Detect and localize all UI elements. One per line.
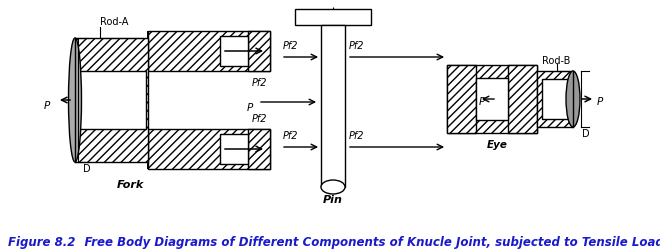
Text: Rod-A: Rod-A xyxy=(100,17,129,27)
Text: Pf2: Pf2 xyxy=(349,41,364,51)
Text: Fork: Fork xyxy=(116,179,144,189)
Ellipse shape xyxy=(69,39,81,162)
Text: P: P xyxy=(247,103,253,113)
Text: P: P xyxy=(44,101,50,111)
Polygon shape xyxy=(447,66,537,134)
Polygon shape xyxy=(447,66,476,134)
Polygon shape xyxy=(321,26,345,187)
Polygon shape xyxy=(148,130,270,169)
Polygon shape xyxy=(79,72,146,130)
Polygon shape xyxy=(148,32,270,72)
Polygon shape xyxy=(508,66,537,134)
Text: Pf2: Pf2 xyxy=(283,41,298,51)
Polygon shape xyxy=(220,135,248,164)
Ellipse shape xyxy=(566,72,580,128)
Text: Rod-B: Rod-B xyxy=(542,56,570,66)
Text: Eye: Eye xyxy=(486,139,508,149)
Text: Pf2: Pf2 xyxy=(349,131,364,140)
Ellipse shape xyxy=(321,180,345,194)
Polygon shape xyxy=(99,32,148,169)
Text: Pin: Pin xyxy=(323,194,343,204)
Polygon shape xyxy=(537,72,573,128)
Polygon shape xyxy=(220,37,248,67)
Text: Pf2: Pf2 xyxy=(252,114,267,123)
Text: Figure 8.2: Figure 8.2 xyxy=(8,235,75,248)
Text: D: D xyxy=(582,129,589,138)
Text: D: D xyxy=(83,163,90,173)
Polygon shape xyxy=(248,32,270,72)
Text: P: P xyxy=(597,97,603,107)
Text: Free Body Diagrams of Different Components of Knucle Joint, subjected to Tensile: Free Body Diagrams of Different Componen… xyxy=(68,235,660,248)
Text: Pf2: Pf2 xyxy=(283,131,298,140)
Polygon shape xyxy=(295,10,371,26)
Polygon shape xyxy=(542,80,571,119)
Polygon shape xyxy=(476,79,508,120)
Text: P: P xyxy=(479,97,485,107)
Text: Pf2: Pf2 xyxy=(252,78,267,88)
Polygon shape xyxy=(75,39,148,162)
Polygon shape xyxy=(248,130,270,169)
